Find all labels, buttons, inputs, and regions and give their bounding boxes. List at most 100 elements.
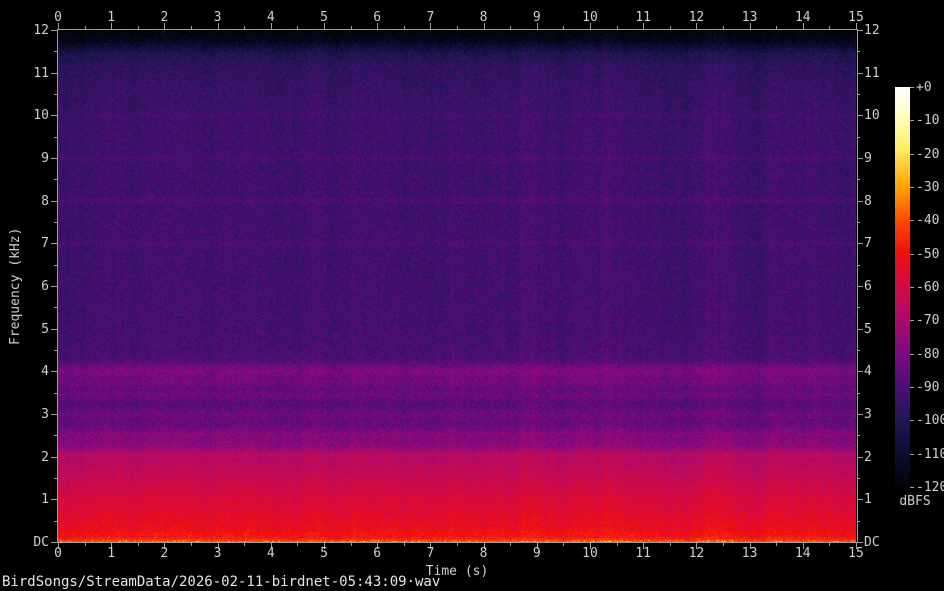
y-minor-tick-left bbox=[54, 94, 57, 95]
x-tick-label-bottom: 4 bbox=[266, 546, 275, 561]
y-tick-label-left: 1 bbox=[41, 492, 49, 508]
x-tick-label-bottom: 15 bbox=[848, 546, 864, 561]
y-minor-tick-left bbox=[54, 264, 57, 266]
x-major-tick-top bbox=[802, 23, 804, 29]
colorbar-tick bbox=[910, 387, 914, 388]
x-tick-label-top: 13 bbox=[741, 10, 758, 25]
x-major-tick-bottom bbox=[430, 543, 432, 549]
spectrogram-canvas[interactable] bbox=[58, 30, 856, 542]
x-minor-tick-top bbox=[776, 26, 778, 29]
x-tick-label-top: 11 bbox=[635, 10, 652, 25]
colorbar-tick bbox=[910, 220, 914, 222]
x-major-tick-top bbox=[324, 23, 325, 29]
colorbar-tick bbox=[910, 453, 914, 455]
x-minor-tick-top bbox=[137, 26, 139, 29]
y-minor-tick-right bbox=[857, 136, 860, 138]
colorbar-tick-label: -100 bbox=[916, 413, 944, 429]
x-tick-label-bottom: 8 bbox=[479, 546, 488, 561]
y-major-tick-right bbox=[857, 542, 863, 543]
colorbar-tick-label: +0 bbox=[916, 80, 932, 95]
x-tick-label-top: 5 bbox=[320, 10, 328, 25]
x-tick-label-bottom: 12 bbox=[688, 546, 705, 561]
x-minor-tick-bottom bbox=[776, 543, 778, 546]
y-minor-tick-right bbox=[857, 94, 860, 95]
y-major-tick-left bbox=[51, 456, 57, 458]
y-tick-label-right: 2 bbox=[864, 449, 872, 465]
colorbar-tick bbox=[910, 87, 914, 88]
y-major-tick-left bbox=[51, 158, 57, 159]
x-tick-label-top: 8 bbox=[479, 10, 488, 25]
x-tick-label-bottom: 0 bbox=[54, 546, 62, 561]
x-minor-tick-bottom bbox=[723, 543, 724, 546]
colorbar-tick bbox=[910, 320, 914, 322]
y-tick-label-left: 2 bbox=[41, 449, 49, 465]
y-major-tick-right bbox=[857, 30, 863, 31]
x-minor-tick-bottom bbox=[510, 543, 512, 546]
y-minor-tick-left bbox=[54, 136, 57, 138]
x-tick-label-top: 3 bbox=[213, 10, 222, 25]
x-tick-label-bottom: 11 bbox=[635, 546, 652, 561]
colorbar-tick bbox=[910, 253, 914, 255]
x-major-tick-bottom bbox=[696, 543, 698, 549]
y-major-tick-left bbox=[51, 30, 57, 31]
y-major-tick-left bbox=[51, 115, 57, 117]
colorbar-tick-label: -20 bbox=[916, 146, 940, 162]
x-axis-title: Time (s) bbox=[425, 564, 489, 579]
x-major-tick-top bbox=[270, 23, 272, 29]
y-tick-label-left: 9 bbox=[41, 151, 49, 166]
x-major-tick-bottom bbox=[856, 543, 857, 549]
y-major-tick-right bbox=[857, 243, 863, 245]
y-major-tick-right bbox=[857, 371, 863, 373]
y-minor-tick-right bbox=[857, 264, 860, 266]
x-minor-tick-bottom bbox=[829, 543, 831, 546]
colorbar-tick bbox=[910, 287, 914, 288]
x-minor-tick-top bbox=[829, 26, 831, 29]
x-tick-label-top: 12 bbox=[688, 10, 705, 25]
y-tick-label-left: 4 bbox=[41, 364, 49, 380]
y-minor-tick-right bbox=[857, 222, 860, 223]
x-major-tick-bottom bbox=[802, 543, 804, 549]
colorbar-tick-label: -110 bbox=[916, 446, 944, 462]
x-major-tick-bottom bbox=[217, 543, 219, 549]
x-minor-tick-top bbox=[297, 26, 299, 29]
x-major-tick-top bbox=[643, 23, 645, 29]
y-tick-label-left: 8 bbox=[41, 193, 49, 209]
x-tick-label-top: 6 bbox=[373, 10, 382, 25]
y-minor-tick-left bbox=[54, 307, 57, 309]
x-minor-tick-bottom bbox=[191, 543, 192, 546]
y-major-tick-left bbox=[51, 286, 57, 287]
x-minor-tick-bottom bbox=[616, 543, 618, 546]
x-tick-label-bottom: 5 bbox=[320, 546, 328, 561]
y-major-tick-left bbox=[51, 243, 57, 245]
y-tick-label-left: 3 bbox=[41, 407, 49, 422]
y-minor-tick-right bbox=[857, 51, 860, 53]
x-minor-tick-bottom bbox=[244, 543, 246, 546]
y-tick-label-left: 6 bbox=[41, 279, 49, 294]
colorbar-tick bbox=[910, 187, 914, 188]
x-tick-label-top: 0 bbox=[54, 10, 62, 25]
y-minor-tick-left bbox=[54, 51, 57, 53]
x-minor-tick-top bbox=[244, 26, 246, 29]
x-tick-label-bottom: 1 bbox=[107, 546, 116, 561]
y-minor-tick-right bbox=[857, 520, 860, 522]
x-minor-tick-bottom bbox=[403, 543, 405, 546]
y-minor-tick-left bbox=[54, 350, 57, 351]
x-major-tick-top bbox=[856, 23, 857, 29]
y-tick-label-right: 7 bbox=[864, 236, 872, 252]
x-minor-tick-bottom bbox=[669, 543, 671, 546]
colorbar-tick-label: -70 bbox=[916, 313, 940, 329]
x-major-tick-bottom bbox=[643, 543, 645, 549]
y-major-tick-right bbox=[857, 72, 863, 74]
y-tick-label-right: 5 bbox=[864, 321, 872, 337]
x-minor-tick-bottom bbox=[350, 543, 352, 546]
colorbar-tick-label: -10 bbox=[916, 113, 940, 129]
y-major-tick-right bbox=[857, 414, 863, 415]
y-major-tick-right bbox=[857, 200, 863, 202]
x-major-tick-bottom bbox=[324, 543, 325, 549]
y-minor-tick-left bbox=[54, 520, 57, 522]
y-tick-label-right: 11 bbox=[864, 65, 880, 81]
x-tick-label-bottom: 9 bbox=[532, 546, 541, 561]
x-major-tick-top bbox=[483, 23, 485, 29]
y-major-tick-right bbox=[857, 328, 863, 330]
y-tick-label-right: DC bbox=[864, 535, 880, 550]
